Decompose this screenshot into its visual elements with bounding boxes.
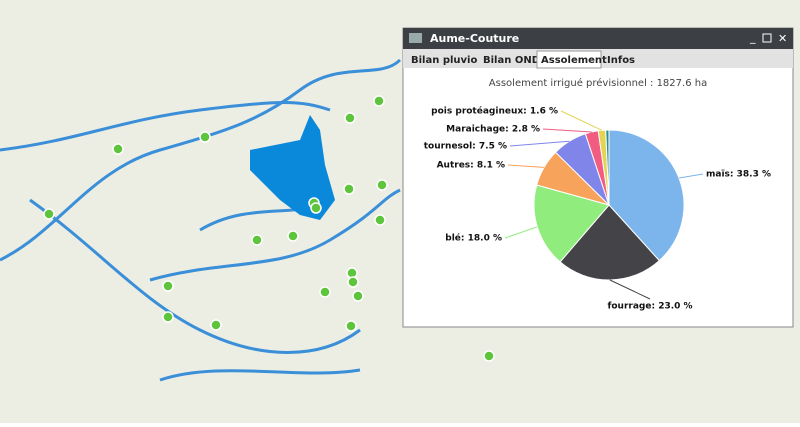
pie-slice [605,129,610,206]
rivers [0,58,402,382]
tab-active-bg [536,50,602,69]
tab[interactable]: Assolement [541,55,607,66]
tab[interactable]: Bilan pluvio [411,55,477,66]
stations [43,95,495,362]
label-connector [678,173,704,179]
data-label: pois protéagineux: 1.6 % [431,106,558,117]
data-label: fourrage: 23.0 % [607,302,692,312]
close[interactable]: ✕ [778,32,787,45]
chart-title: Assolement irrigué prévisionnel : 1827.6… [489,77,707,89]
popup: Aume-Couture _ ✕ Bilan pluvio Bilan ONDEA… [402,27,794,328]
data-label: Maraichage: 2.8 % [446,125,540,135]
label-connector [542,128,592,133]
label-connector [609,279,651,300]
tab[interactable]: Infos [607,55,635,66]
data-label: Autres: 8.1 % [437,161,505,171]
title-bar [403,28,793,49]
data-label: blé: 18.0 % [445,233,502,244]
maximize[interactable] [762,33,772,43]
label-connector [509,140,570,147]
selected-zone[interactable] [250,115,335,220]
tab[interactable]: Bilan ONDE [483,55,547,66]
pie-slice [559,204,661,281]
minimize[interactable]: _ [749,31,756,44]
label-connector [504,226,538,239]
data-label: maïs: 38.3 % [706,170,771,180]
window-title: Aume-Couture [430,32,519,45]
window-icon [409,33,422,43]
label-connector [560,110,603,131]
label-connector [507,164,545,168]
data-label: tournesol: 7.5 % [424,142,507,152]
